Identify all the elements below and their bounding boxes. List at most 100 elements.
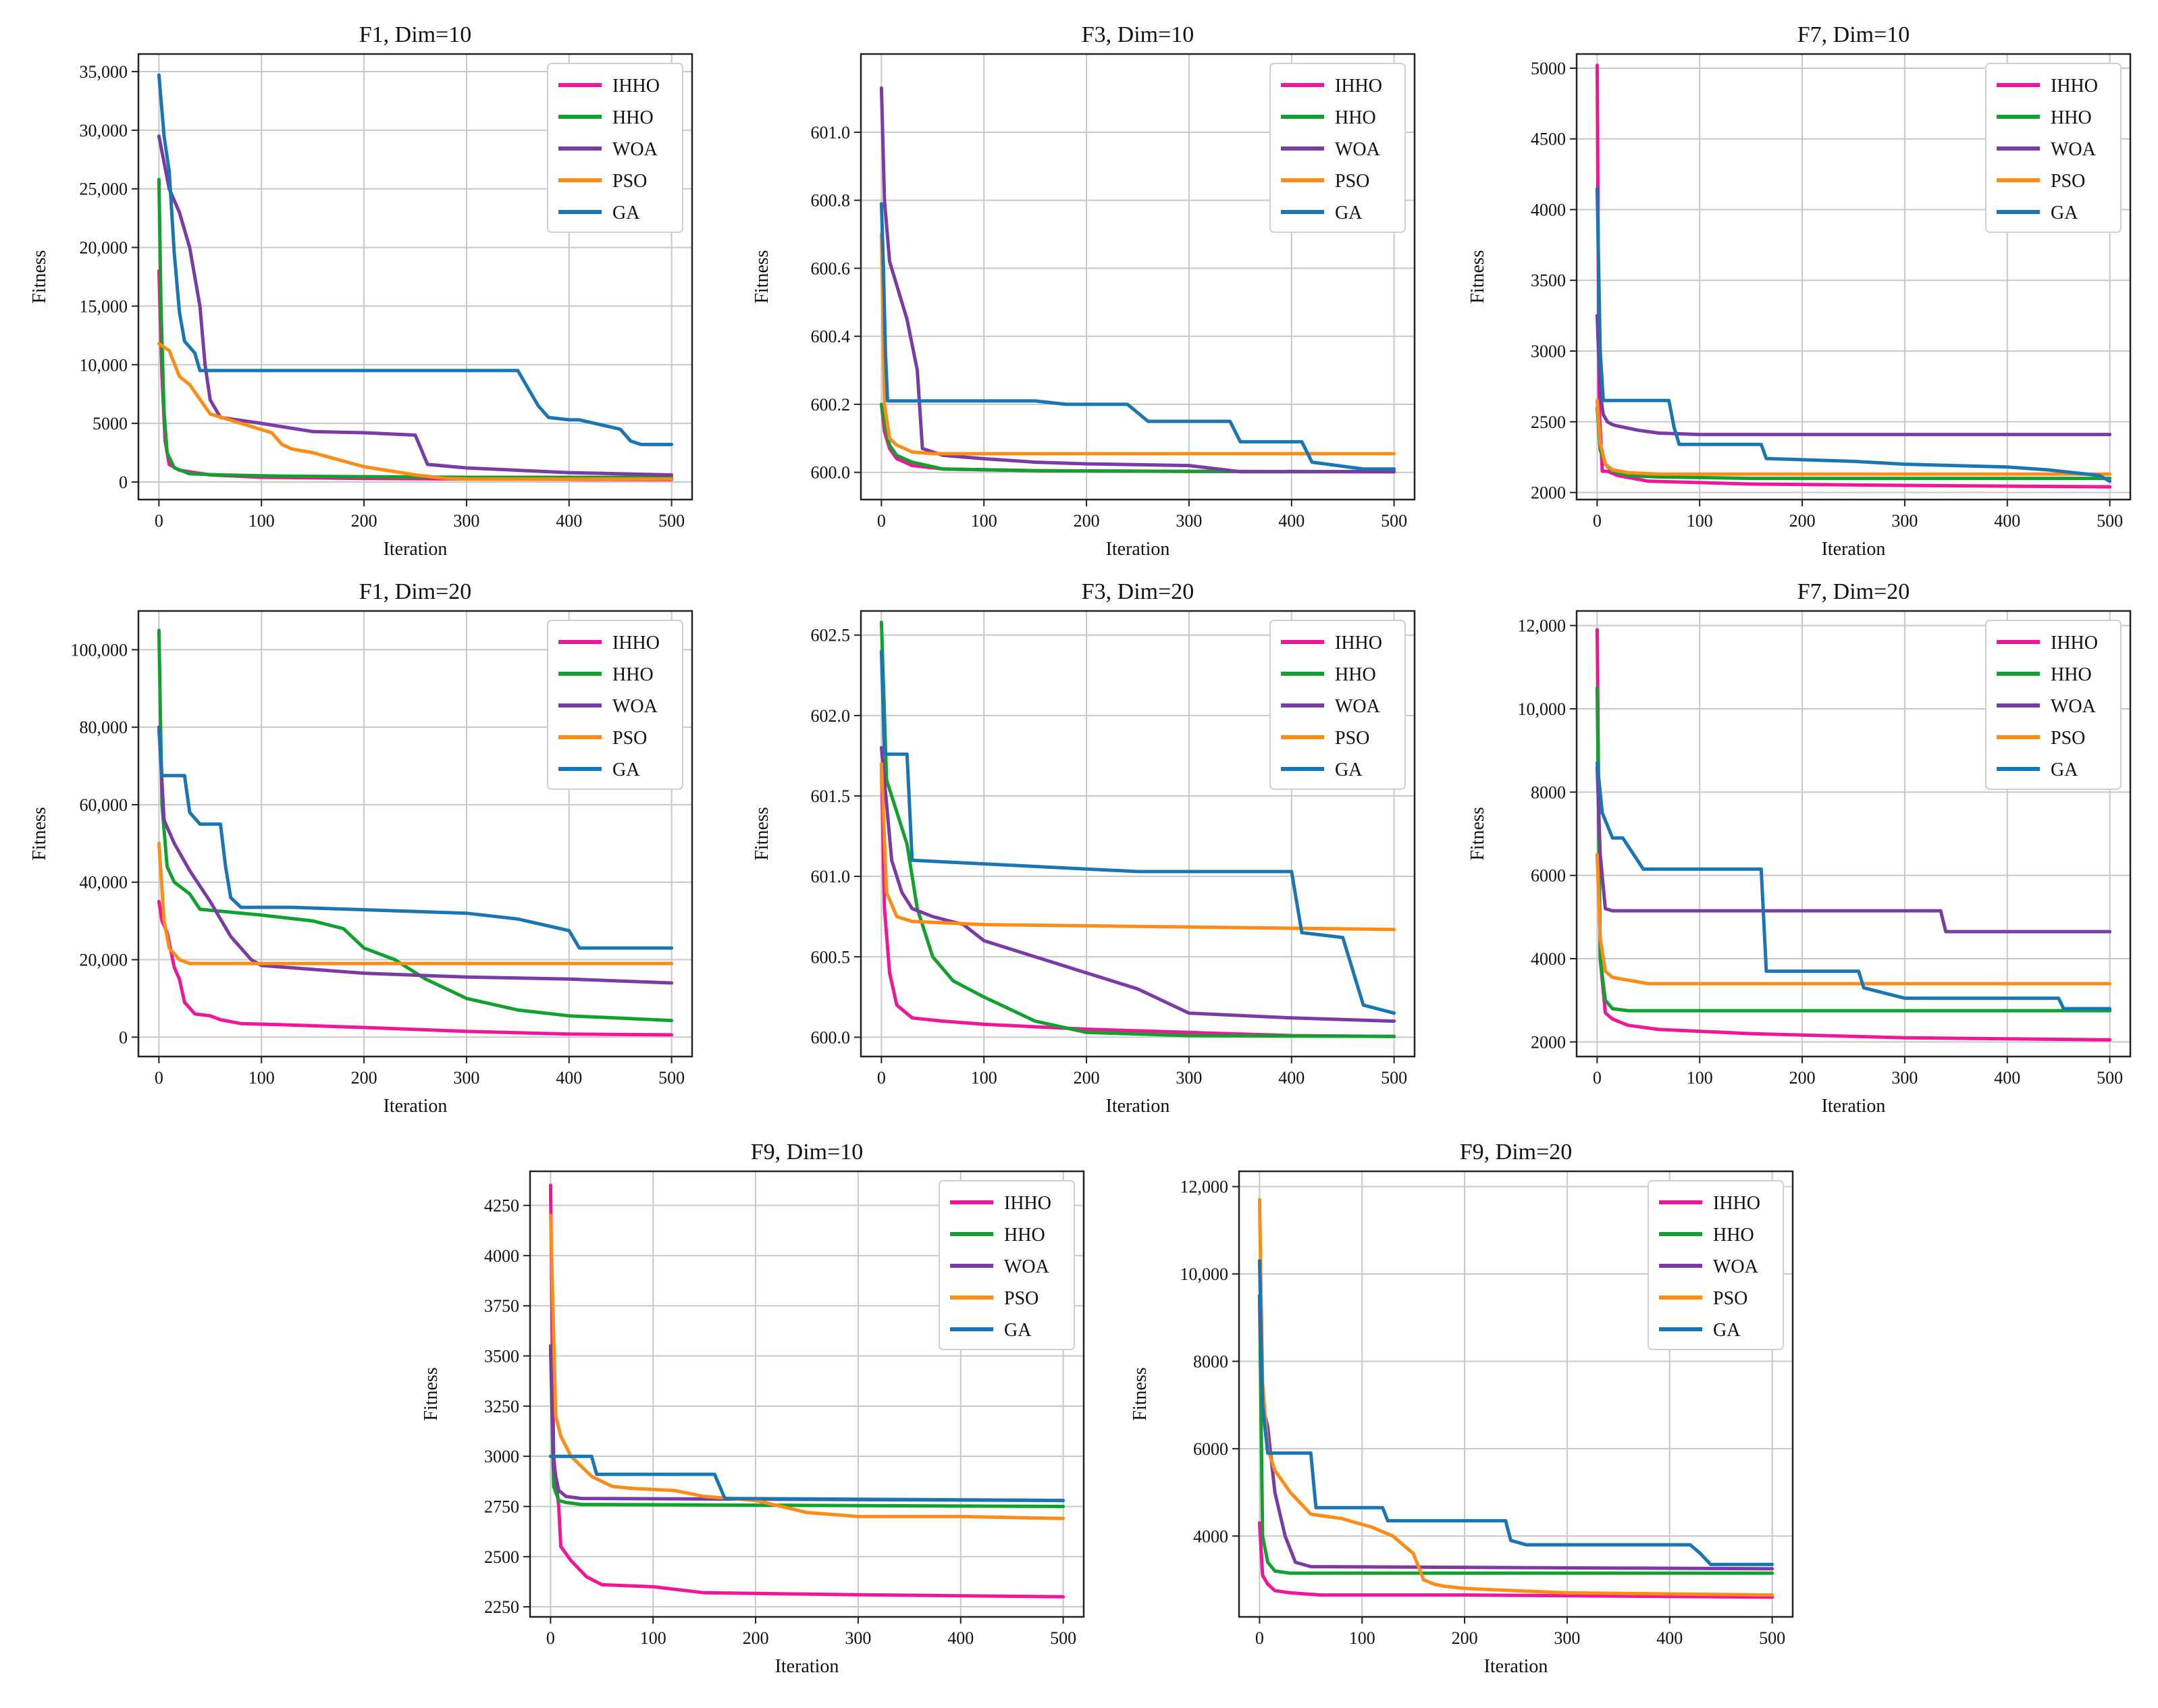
legend-label-ga: GA	[612, 759, 640, 780]
x-tick-label: 0	[1255, 1628, 1264, 1648]
legend-label-ihho: IHHO	[612, 76, 660, 97]
legend-box	[1648, 1180, 1784, 1350]
legend-label-woa: WOA	[1335, 139, 1381, 160]
series-line-pso	[879, 762, 1396, 932]
y-tick-label: 6000	[1193, 1439, 1228, 1459]
y-tick-label: 2750	[484, 1497, 519, 1516]
x-tick-label: 200	[1074, 1068, 1100, 1088]
y-tick-label: 4000	[1531, 200, 1566, 219]
y-tick-label: 601.5	[811, 786, 851, 806]
legend-label-ihho: IHHO	[612, 633, 660, 653]
y-tick-label: 6000	[1531, 866, 1566, 886]
legend-label-pso: PSO	[2051, 171, 2085, 192]
legend-label-ihho: IHHO	[2051, 633, 2098, 653]
y-tick-label: 600.6	[811, 259, 851, 278]
series-line-ga	[879, 649, 1396, 1015]
legend-label-ga: GA	[1713, 1320, 1741, 1341]
series-line-pso	[1257, 1198, 1774, 1597]
y-tick-label: 600.0	[811, 463, 851, 483]
x-tick-label: 300	[1554, 1628, 1580, 1648]
series-line-ga	[1595, 186, 2112, 483]
x-tick-label: 0	[877, 1068, 886, 1088]
y-tick-label: 2250	[484, 1597, 519, 1617]
legend-label-hho: HHO	[2051, 664, 2092, 685]
x-tick-label: 300	[1176, 1068, 1202, 1088]
x-tick-label: 200	[1074, 511, 1100, 531]
series-line-hho	[157, 178, 674, 479]
series-line-hho	[548, 1344, 1065, 1508]
x-tick-label: 400	[1278, 511, 1305, 531]
legend-label-hho: HHO	[612, 664, 654, 685]
plot-frame	[1238, 1170, 1794, 1618]
x-tick-label: 200	[1452, 1628, 1478, 1648]
y-axis-label: Fitness	[29, 807, 50, 860]
legend-box	[1985, 620, 2122, 790]
y-tick-label: 60,000	[80, 795, 128, 815]
legend-label-pso: PSO	[1713, 1288, 1747, 1309]
series-line-woa	[1595, 314, 2112, 437]
y-tick-label: 10,000	[1180, 1264, 1229, 1284]
x-tick-label: 500	[1381, 1068, 1407, 1088]
series-line-woa	[879, 746, 1396, 1023]
legend-label-ihho: IHHO	[1713, 1193, 1760, 1214]
x-tick-label: 500	[1381, 511, 1407, 531]
series-line-ihho	[879, 762, 1396, 1038]
legend-label-woa: WOA	[2051, 696, 2097, 717]
x-axis-label: Iteration	[1822, 539, 1886, 560]
plot-frame	[137, 53, 693, 501]
x-axis-label: Iteration	[384, 1096, 448, 1117]
series-line-ihho	[1257, 1521, 1774, 1599]
series-line-woa	[157, 725, 674, 985]
x-tick-label: 100	[1687, 511, 1713, 531]
series-line-ga	[1257, 1259, 1774, 1566]
x-tick-label: 300	[453, 511, 479, 531]
legend-label-hho: HHO	[1335, 664, 1376, 685]
legend-label-pso: PSO	[2051, 728, 2085, 749]
chart-panel-5: 0 100 200 300 400 500 600.0 600.5 601.0 601.5 602.…	[752, 579, 1416, 1117]
legend-label-woa: WOA	[2051, 139, 2097, 160]
legend-label-hho: HHO	[612, 107, 654, 128]
x-tick-label: 400	[1994, 1068, 2020, 1088]
legend-box	[1269, 620, 1406, 790]
series-line-woa	[879, 86, 1396, 474]
y-tick-label: 601.0	[811, 123, 851, 142]
chart-title: F3, Dim=10	[1082, 22, 1194, 47]
legend-label-pso: PSO	[612, 728, 647, 749]
x-tick-label: 100	[971, 1068, 997, 1088]
series-line-ga	[1595, 761, 2112, 1011]
x-axis-label: Iteration	[775, 1656, 839, 1677]
y-tick-label: 25,000	[80, 180, 128, 199]
y-axis-label: Fitness	[752, 807, 772, 860]
y-tick-label: 3250	[484, 1397, 519, 1416]
y-tick-label: 2500	[1531, 412, 1566, 432]
y-tick-label: 4250	[484, 1196, 519, 1216]
y-tick-label: 4000	[1193, 1526, 1228, 1546]
plot-frame	[860, 53, 1416, 501]
x-tick-label: 0	[155, 511, 163, 531]
x-tick-label: 100	[1349, 1628, 1375, 1648]
y-tick-label: 20,000	[80, 951, 128, 970]
x-tick-label: 400	[1656, 1628, 1683, 1648]
y-tick-label: 3000	[1531, 342, 1566, 361]
y-tick-label: 3500	[484, 1347, 519, 1366]
x-tick-label: 100	[971, 511, 997, 531]
y-axis-label: Fitness	[752, 250, 772, 303]
legend-box	[939, 1180, 1075, 1350]
legend-box	[1985, 63, 2122, 233]
legend-box	[547, 63, 683, 233]
chart-title: F1, Dim=20	[359, 579, 472, 604]
y-tick-label: 40,000	[80, 873, 128, 892]
chart-title: F9, Dim=20	[1460, 1140, 1573, 1165]
y-axis-label: Fitness	[1467, 807, 1488, 860]
y-tick-label: 600.2	[811, 395, 851, 415]
x-tick-label: 400	[556, 1068, 582, 1088]
chart-panel-1: 0 100 200 300 400 5000500010,00015,00020,0002…	[29, 22, 693, 560]
legend-box	[547, 620, 683, 790]
y-tick-label: 15,000	[80, 296, 128, 316]
y-tick-label: 4000	[484, 1246, 519, 1266]
x-axis-label: Iteration	[1484, 1656, 1548, 1677]
y-tick-label: 4000	[1531, 949, 1566, 969]
series-line-pso	[548, 1213, 1065, 1520]
chart-title: F9, Dim=10	[751, 1140, 864, 1165]
